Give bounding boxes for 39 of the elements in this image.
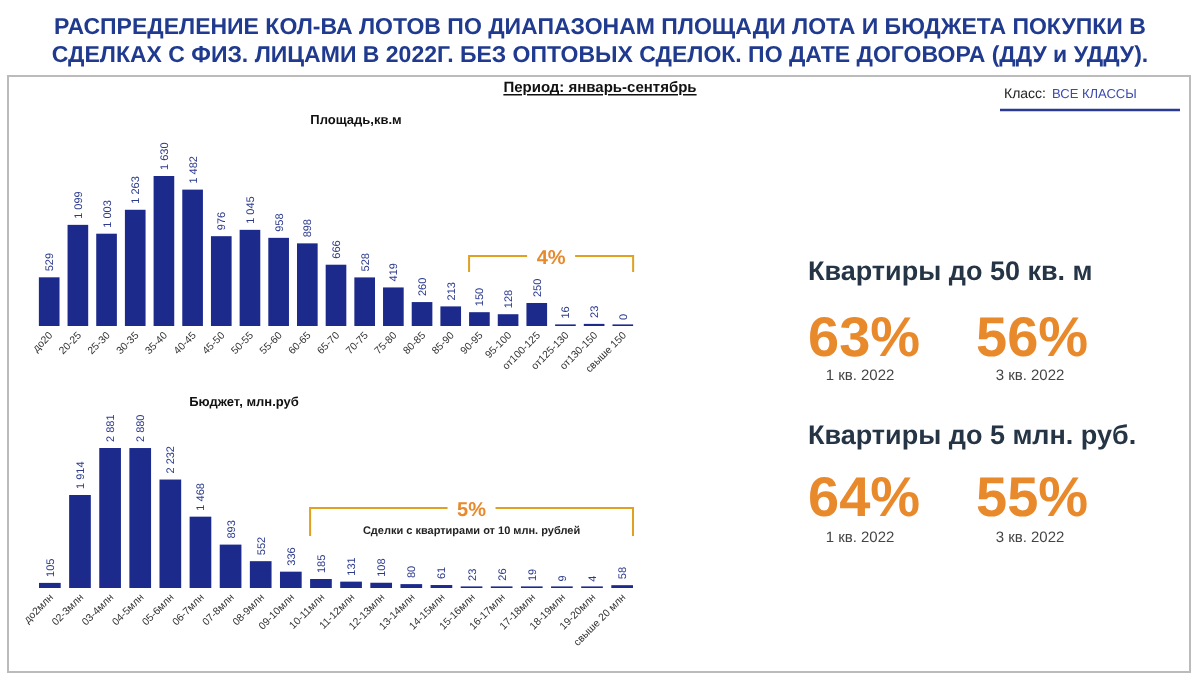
bar — [440, 306, 462, 326]
bar — [182, 189, 203, 326]
bar — [354, 277, 376, 326]
bar — [279, 571, 302, 588]
bar — [210, 236, 232, 326]
bar — [249, 561, 272, 588]
bar — [159, 479, 182, 588]
bar — [296, 243, 318, 326]
bar — [99, 448, 121, 588]
text: Квартиры до 5 млн. руб. — [808, 420, 1137, 450]
bar — [526, 302, 548, 326]
bar — [383, 287, 404, 326]
bar — [497, 314, 519, 326]
bar — [219, 544, 242, 588]
bar — [340, 581, 362, 588]
text: 63% — [808, 306, 921, 368]
bar — [268, 237, 289, 326]
bar — [39, 582, 61, 588]
text: РАСПРЕДЕЛЕНИЕ КОЛ-ВА ЛОТОВ ПО ДИАПАЗОНАМ ПЛОЩАДИ ЛОТА И БЮДЖЕТА ПОКУПКИ В СДЕЛКАХ С ФИЗ. ЛИЦАМИ В 2022Г. БЕЗ ОПТОВЫХ СДЕЛОК. ПО ДАТЕ ДОГОВОРА (ДДУ и УДДУ). — [51, 16, 1149, 68]
annotation: 5% — [457, 500, 487, 522]
bar — [411, 302, 433, 326]
bar — [370, 582, 393, 588]
bar — [67, 224, 89, 326]
bar — [69, 494, 91, 588]
annotation: 4% — [536, 248, 566, 270]
text: 64% — [808, 466, 921, 528]
text: 56% — [976, 306, 1089, 368]
text: 55% — [976, 466, 1089, 528]
bar — [153, 176, 175, 326]
bar — [325, 264, 347, 326]
bar — [124, 209, 146, 326]
bar — [469, 312, 490, 326]
bar — [239, 229, 261, 326]
bar — [189, 516, 212, 588]
bar — [96, 233, 117, 326]
text: Квартиры до 50 кв. м — [808, 256, 1093, 286]
bar — [310, 579, 332, 588]
bar — [129, 448, 152, 588]
bar — [38, 277, 60, 326]
